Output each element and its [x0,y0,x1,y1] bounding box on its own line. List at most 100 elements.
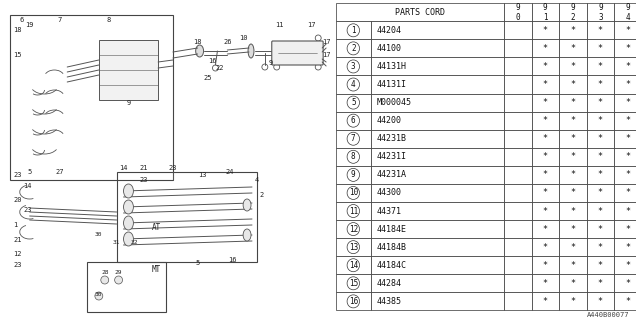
Ellipse shape [243,199,251,211]
Text: 13: 13 [349,243,358,252]
Bar [371,292,504,310]
Text: *: * [625,188,630,197]
Bar [587,184,614,202]
Text: 44184B: 44184B [377,243,407,252]
Text: 6: 6 [351,116,356,125]
Ellipse shape [243,229,251,241]
Bar [587,166,614,184]
Text: 24: 24 [225,169,234,175]
Bar [531,57,559,76]
Bar [116,172,257,262]
Text: *: * [543,261,548,270]
Text: 44371: 44371 [377,206,402,215]
Text: *: * [598,44,603,53]
Text: *: * [598,206,603,215]
Text: *: * [570,261,575,270]
Text: 28: 28 [101,269,109,275]
Bar [587,202,614,220]
Circle shape [347,96,360,109]
Circle shape [347,60,360,73]
Circle shape [347,132,360,145]
Bar [336,292,371,310]
Text: 9
2: 9 2 [570,3,575,22]
Bar [531,148,559,166]
Bar [614,184,640,202]
Bar [587,76,614,93]
Text: *: * [570,98,575,107]
Text: M000045: M000045 [377,98,412,107]
Text: *: * [570,243,575,252]
Text: *: * [598,62,603,71]
Bar [614,166,640,184]
Circle shape [274,64,280,70]
Text: *: * [543,62,548,71]
Text: *: * [570,188,575,197]
Text: *: * [570,225,575,234]
Text: 44131I: 44131I [377,80,407,89]
Bar [559,3,587,21]
Text: *: * [625,297,630,306]
Text: 32: 32 [131,239,138,244]
Text: 44200: 44200 [377,116,402,125]
Text: *: * [570,80,575,89]
Text: *: * [570,279,575,288]
Bar [504,21,531,39]
Text: 9
0: 9 0 [515,3,520,22]
Bar [504,220,531,238]
Text: 11: 11 [349,206,358,215]
Bar [559,274,587,292]
Bar [559,256,587,274]
Text: *: * [543,116,548,125]
Text: 14: 14 [349,261,358,270]
Circle shape [347,295,360,308]
Circle shape [347,241,360,254]
Text: *: * [625,225,630,234]
Circle shape [347,114,360,127]
Bar [614,39,640,57]
Text: *: * [598,261,603,270]
Bar [336,220,371,238]
Text: *: * [543,243,548,252]
Bar [587,130,614,148]
Text: 18: 18 [193,39,202,45]
Bar [336,238,371,256]
Bar [336,184,371,202]
Text: *: * [598,116,603,125]
Text: *: * [598,243,603,252]
Text: 2: 2 [260,192,264,198]
Bar [371,184,504,202]
Text: 4: 4 [255,177,259,183]
Text: *: * [570,134,575,143]
Text: 17: 17 [322,52,330,58]
Circle shape [347,150,360,163]
Text: *: * [625,62,630,71]
Text: 44131H: 44131H [377,62,407,71]
Bar [336,112,371,130]
Text: *: * [570,116,575,125]
Text: *: * [625,116,630,125]
Bar [587,148,614,166]
Bar [531,220,559,238]
Text: *: * [543,297,548,306]
Text: 2: 2 [351,44,356,53]
Bar [587,274,614,292]
Text: *: * [543,98,548,107]
Bar [336,57,371,76]
Text: 9: 9 [126,100,131,106]
Text: 10: 10 [239,35,247,41]
Text: *: * [543,44,548,53]
Circle shape [212,65,218,71]
Bar [614,76,640,93]
Text: 9
1: 9 1 [543,3,548,22]
Bar [336,130,371,148]
Text: 30: 30 [95,231,102,236]
Text: *: * [570,62,575,71]
Text: 31: 31 [113,239,120,244]
Text: 13: 13 [198,172,207,178]
Circle shape [347,42,360,55]
Bar [531,93,559,112]
Text: 25: 25 [204,75,212,81]
Text: 8: 8 [351,152,356,161]
Text: 7: 7 [57,17,61,23]
Bar [587,238,614,256]
